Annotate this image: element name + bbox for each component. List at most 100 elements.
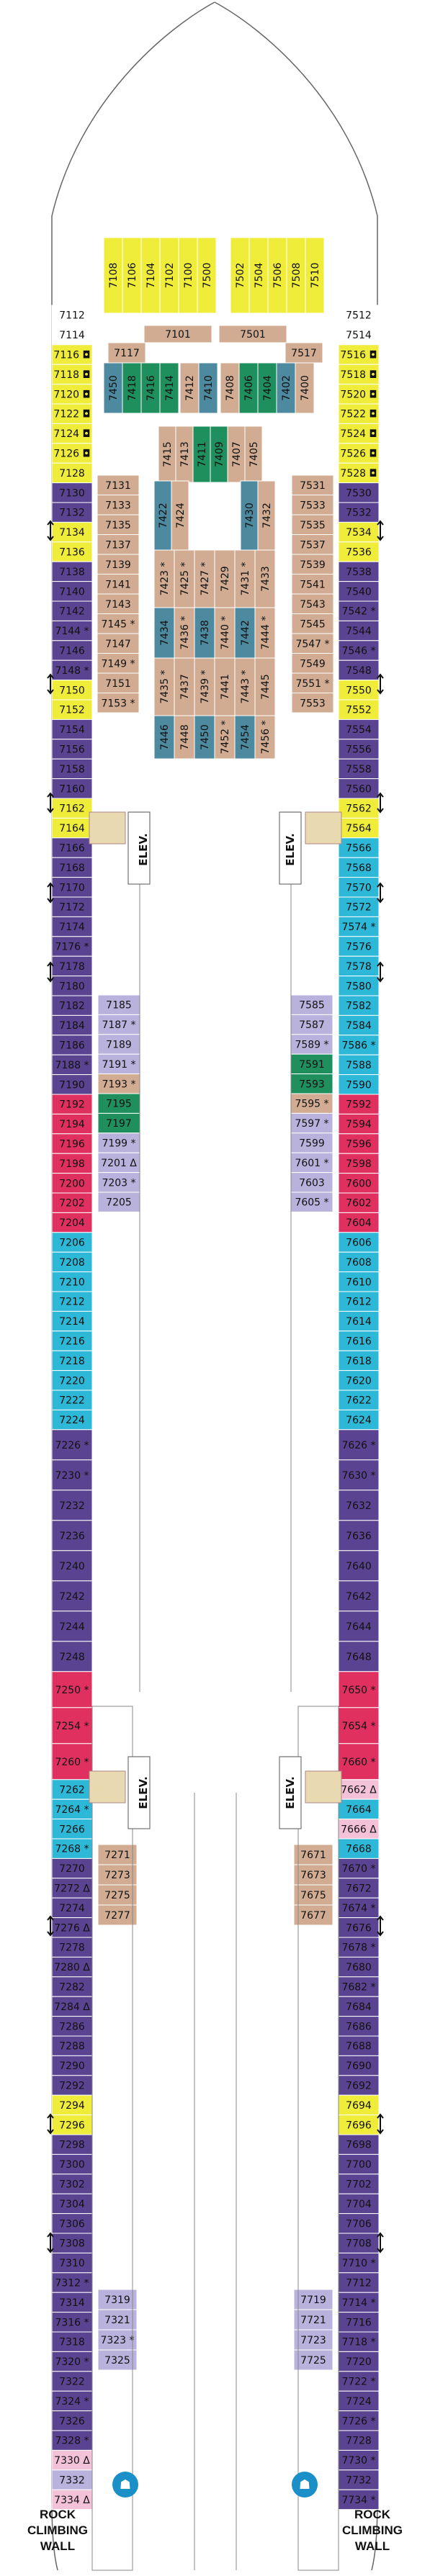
cabin-7180: 7180 — [51, 976, 93, 996]
cabin-number: 7226 * — [55, 1440, 89, 1451]
cabin-7608: 7608 — [338, 1251, 380, 1273]
cabin-7547: 7547 * — [291, 633, 334, 654]
cabin-box — [338, 1074, 380, 1095]
cabin-number: 7552 — [346, 705, 372, 716]
cabin-number: 7318 — [59, 2337, 85, 2348]
cabin-7131: 7131 — [97, 474, 140, 495]
cabin-number: 7150 — [59, 685, 85, 696]
cabin-box — [338, 837, 380, 858]
cabin-7186: 7186 — [51, 1035, 93, 1055]
cabin-number: 7596 — [346, 1139, 372, 1150]
cabin-7539: 7539 — [291, 554, 334, 575]
cabin-7141: 7141 — [97, 574, 140, 595]
cabin-number: 7427 * — [200, 562, 211, 595]
cabin-box — [51, 521, 93, 543]
cabin-7721: 7721 — [293, 2309, 333, 2330]
cabin-7535: 7535 — [291, 514, 334, 535]
cabin-7128: 7128 — [51, 462, 93, 484]
cabin-7671: 7671 — [293, 1844, 333, 1865]
cabin-box — [51, 758, 93, 780]
cabin-box — [276, 362, 296, 414]
cabin-number: 7702 — [346, 2179, 372, 2191]
cabin-box — [51, 2489, 93, 2510]
cabin-number: 7673 — [300, 1870, 326, 1881]
cabin-number: 7418 — [127, 375, 138, 401]
cabin-box — [338, 2430, 380, 2451]
cabin-box — [293, 2349, 333, 2371]
cabin-number: 7636 — [346, 1531, 372, 1542]
cabin-number: 7437 — [179, 674, 191, 700]
cabin-box — [338, 778, 380, 799]
cabin-number: 7520 ◘ — [340, 389, 377, 400]
cabin-7562: 7562 — [338, 798, 380, 819]
connecting-door-arrow — [377, 1915, 384, 1937]
cabin-number: 7232 — [59, 1500, 85, 1512]
cabin-box — [338, 857, 380, 878]
cabin-7218: 7218 — [51, 1350, 93, 1372]
cabin-number: 7508 — [291, 263, 303, 289]
connecting-door-arrow — [377, 2113, 384, 2135]
cabin-7413: 7413 — [175, 425, 194, 483]
cabin-number: 7271 — [104, 1850, 130, 1861]
cabin-number: 7440 * — [220, 616, 231, 649]
cabin-number: 7270 — [59, 1863, 85, 1875]
cabin-7435: 7435 * — [153, 657, 175, 716]
cabin-7596: 7596 — [338, 1133, 380, 1154]
cabin-7188: 7188 * — [51, 1054, 93, 1076]
cabin-box — [51, 1520, 93, 1552]
cabin-number: 7546 * — [341, 646, 375, 657]
cabin-7543: 7543 — [291, 593, 334, 614]
cabin-number: 7572 — [346, 902, 372, 914]
cabin-7514: 7514 — [338, 324, 380, 346]
cabin-7203: 7203 * — [97, 1172, 140, 1193]
cabin-number: 7684 — [346, 2001, 372, 2013]
cabin-7418: 7418 — [122, 362, 142, 414]
cabin-7330: 7330 Δ — [51, 2449, 93, 2471]
cabin-7710: 7710 * — [338, 2252, 380, 2274]
cabin-7415: 7415 — [158, 425, 176, 483]
cabin-number: 7172 — [59, 902, 85, 914]
cabin-number: 7721 — [300, 2315, 326, 2326]
cabin-box — [338, 384, 380, 405]
cabin-number: 7410 — [203, 375, 215, 401]
cabin-7532: 7532 — [338, 502, 380, 523]
cabin-number: 7193 * — [102, 1078, 135, 1090]
cabin-number: 7422 — [158, 503, 169, 528]
elevator-bank-aft-stbd — [279, 1756, 302, 1829]
cabin-7502: 7502 — [230, 237, 250, 314]
cabin-box — [338, 1192, 380, 1213]
cabin-number: 7187 * — [102, 1019, 135, 1031]
cabin-box — [51, 1580, 93, 1612]
cabin-number: 7604 — [346, 1217, 372, 1229]
cabin-number: 7310 — [59, 2258, 85, 2269]
hull-outline — [51, 1, 378, 2571]
cabin-box — [97, 1093, 140, 1114]
cabin-box — [338, 2035, 380, 2056]
cabin-number: 7407 — [231, 441, 243, 467]
cabin-box — [338, 2115, 380, 2135]
cabin-box — [97, 653, 140, 674]
stairs-aft-port — [89, 1770, 126, 1803]
cabin-number: 7578 — [346, 961, 372, 973]
cabin-number: 7400 — [300, 375, 311, 401]
cabin-number: 7138 — [59, 567, 85, 578]
cabin-7160: 7160 — [51, 778, 93, 799]
cabin-7429: 7429 — [214, 549, 236, 608]
cabin-box — [338, 659, 380, 681]
elevator-bank-aft-port — [127, 1756, 151, 1829]
cabin-number: 7199 * — [102, 1138, 135, 1150]
cabin-7564: 7564 — [338, 817, 380, 839]
cabin-number: 7411 — [197, 441, 208, 467]
cabin-7106: 7106 — [122, 237, 142, 314]
cabin-box — [338, 896, 380, 917]
cabin-number: 7224 — [59, 1415, 85, 1426]
cabin-7133: 7133 — [97, 495, 140, 515]
cabin-7205: 7205 — [97, 1192, 140, 1212]
cabin-7170: 7170 — [51, 877, 93, 898]
elevator-label-aft-stbd: ELEV. — [284, 1776, 297, 1809]
cabin-number: 7312 * — [55, 2278, 89, 2289]
cabin-7454: 7454 — [234, 715, 256, 760]
cabin-number: 7141 — [105, 579, 131, 590]
cabin-number: 7734 * — [341, 2495, 375, 2506]
cabin-7296: 7296 — [51, 2115, 93, 2135]
